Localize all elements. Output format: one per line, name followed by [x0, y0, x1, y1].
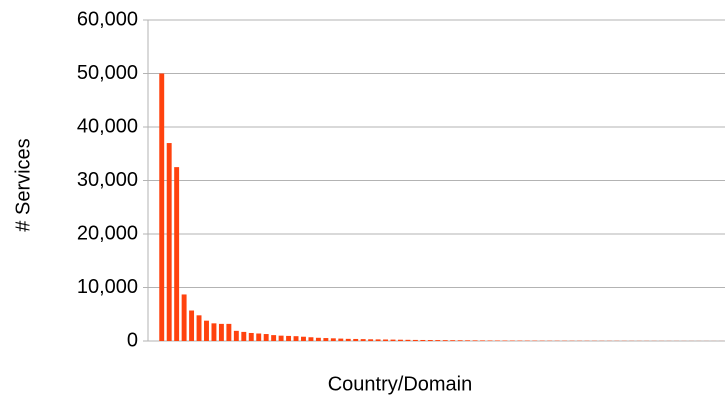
- bar: [353, 339, 358, 341]
- bar: [346, 339, 351, 341]
- bar: [391, 340, 396, 341]
- y-axis-label: # Services: [12, 138, 34, 231]
- bar: [465, 340, 470, 341]
- bar: [189, 311, 194, 341]
- bar: [495, 340, 500, 341]
- bar: [197, 315, 202, 341]
- bar: [211, 323, 216, 341]
- bar: [361, 339, 366, 341]
- x-axis-label: Country/Domain: [328, 373, 473, 395]
- bar: [376, 339, 381, 341]
- bar: [435, 340, 440, 341]
- y-tick-label: 60,000: [77, 8, 138, 30]
- bar: [167, 143, 172, 341]
- bar: [256, 334, 261, 341]
- bar: [398, 340, 403, 341]
- bar: [458, 340, 463, 341]
- y-tick-label: 20,000: [77, 222, 138, 244]
- bar: [264, 334, 269, 341]
- bar: [174, 167, 179, 341]
- bar: [368, 339, 373, 341]
- y-tick-label: 30,000: [77, 169, 138, 191]
- bar: [182, 294, 187, 341]
- bar: [488, 340, 493, 341]
- bar: [279, 336, 284, 341]
- y-tick-label: 50,000: [77, 62, 138, 84]
- bar: [241, 332, 246, 341]
- bar: [383, 340, 388, 341]
- bar: [413, 340, 418, 341]
- bar: [301, 337, 306, 341]
- bar: [405, 340, 410, 341]
- bar: [331, 338, 336, 341]
- bar: [473, 340, 478, 341]
- bar: [323, 338, 328, 341]
- bar: [450, 340, 455, 341]
- bar: [338, 339, 343, 341]
- bar: [294, 336, 299, 341]
- bar: [271, 335, 276, 341]
- bar: [443, 340, 448, 341]
- bar: [249, 333, 254, 341]
- bar: [420, 340, 425, 341]
- bar: [428, 340, 433, 341]
- bar: [204, 321, 209, 341]
- bar: [286, 336, 291, 341]
- bar: [308, 337, 313, 341]
- bar: [316, 338, 321, 341]
- bar: [219, 324, 224, 341]
- bar: [480, 340, 485, 341]
- y-tick-label: 10,000: [77, 276, 138, 298]
- bar: [159, 74, 164, 342]
- bar: [226, 324, 231, 341]
- y-tick-label: 40,000: [77, 115, 138, 137]
- bar: [234, 331, 239, 341]
- y-tick-label: 0: [127, 329, 138, 351]
